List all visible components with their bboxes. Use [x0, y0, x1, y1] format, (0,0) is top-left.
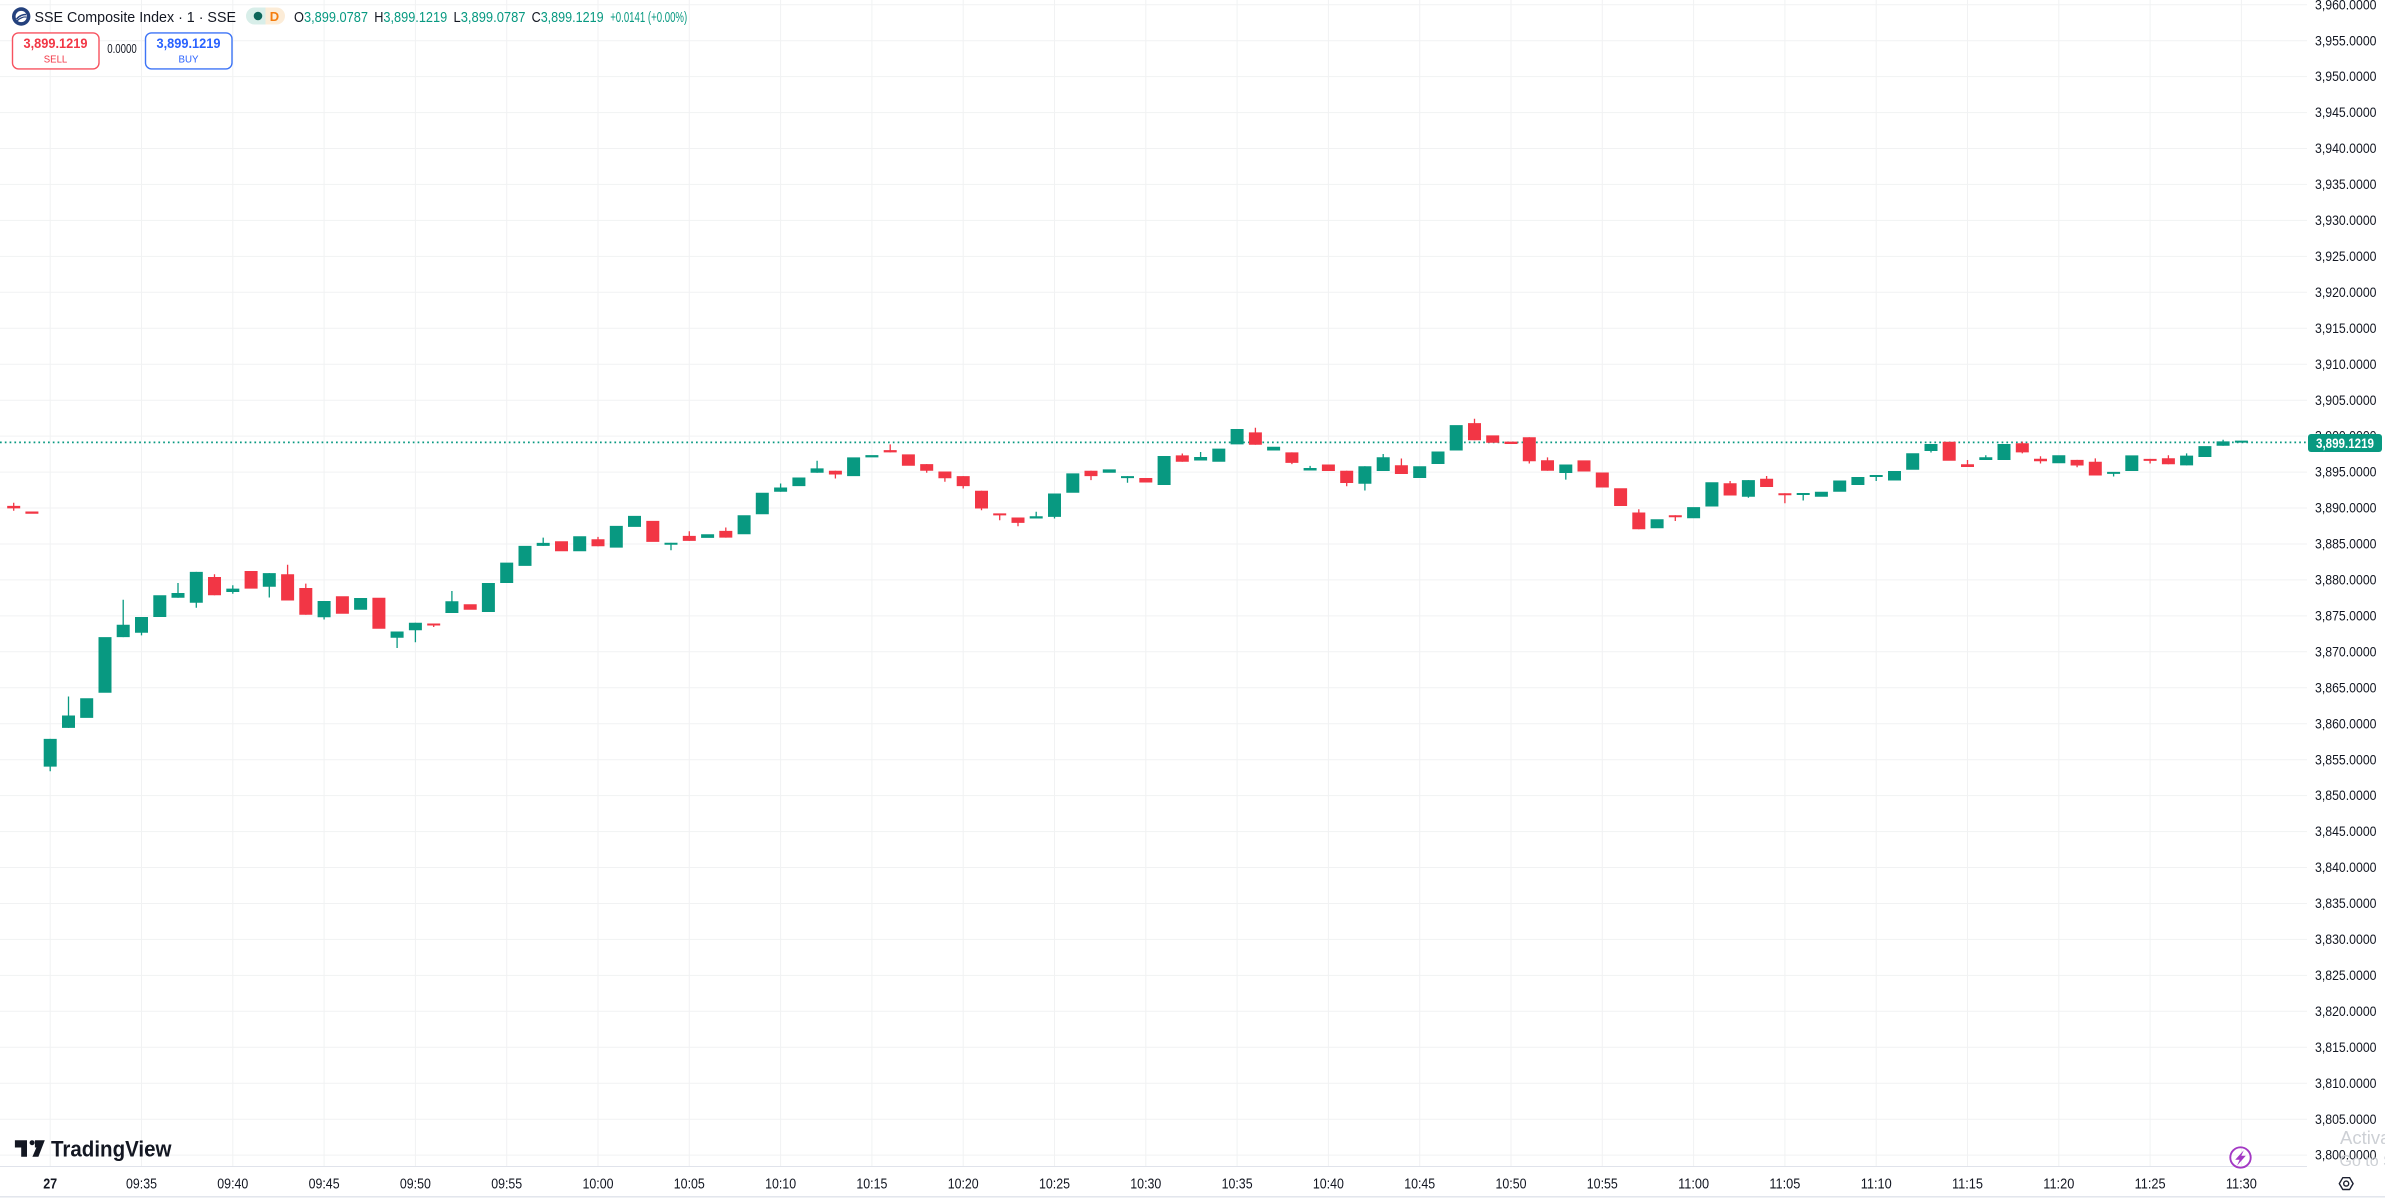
svg-text:3,895.0000: 3,895.0000 [2315, 464, 2377, 480]
svg-text:3,800.0000: 3,800.0000 [2315, 1147, 2377, 1163]
svg-text:3,899.1219: 3,899.1219 [24, 35, 88, 51]
svg-text:3,820.0000: 3,820.0000 [2315, 1003, 2377, 1019]
svg-text:Go to Se: Go to Se [2340, 1153, 2385, 1170]
svg-text:10:20: 10:20 [948, 1177, 979, 1193]
svg-text:3,810.0000: 3,810.0000 [2315, 1075, 2377, 1091]
svg-text:3,950.0000: 3,950.0000 [2315, 68, 2377, 84]
svg-text:3,835.0000: 3,835.0000 [2315, 895, 2377, 911]
svg-text:3,930.0000: 3,930.0000 [2315, 212, 2377, 228]
svg-text:3,805.0000: 3,805.0000 [2315, 1111, 2377, 1127]
svg-text:10:05: 10:05 [674, 1177, 705, 1193]
svg-text:27: 27 [43, 1177, 57, 1193]
svg-text:3,960.0000: 3,960.0000 [2315, 0, 2377, 12]
svg-text:3,935.0000: 3,935.0000 [2315, 176, 2377, 192]
svg-text:3,875.0000: 3,875.0000 [2315, 608, 2377, 624]
svg-text:+0.0141 (+0.00%): +0.0141 (+0.00%) [610, 10, 687, 26]
svg-text:11:25: 11:25 [2135, 1177, 2166, 1193]
svg-text:11:30: 11:30 [2226, 1177, 2257, 1193]
svg-text:3,925.0000: 3,925.0000 [2315, 248, 2377, 264]
svg-text:D: D [270, 9, 279, 24]
svg-text:3,915.0000: 3,915.0000 [2315, 320, 2377, 336]
svg-text:3,840.0000: 3,840.0000 [2315, 859, 2377, 875]
svg-text:3,855.0000: 3,855.0000 [2315, 751, 2377, 767]
svg-text:10:40: 10:40 [1313, 1177, 1344, 1193]
svg-text:11:20: 11:20 [2043, 1177, 2074, 1193]
svg-text:3,880.0000: 3,880.0000 [2315, 572, 2377, 588]
svg-text:O3,899.0787: O3,899.0787 [294, 10, 368, 26]
svg-text:3,910.0000: 3,910.0000 [2315, 356, 2377, 372]
svg-text:3,830.0000: 3,830.0000 [2315, 931, 2377, 947]
svg-text:H3,899.1219: H3,899.1219 [374, 10, 447, 26]
svg-text:09:40: 09:40 [217, 1177, 248, 1193]
svg-text:09:45: 09:45 [309, 1177, 340, 1193]
svg-text:3,815.0000: 3,815.0000 [2315, 1039, 2377, 1055]
svg-text:10:30: 10:30 [1130, 1177, 1161, 1193]
svg-text:3,899.1219: 3,899.1219 [2316, 436, 2374, 451]
svg-text:3,860.0000: 3,860.0000 [2315, 715, 2377, 731]
svg-text:09:35: 09:35 [126, 1177, 157, 1193]
svg-text:10:10: 10:10 [765, 1177, 796, 1193]
svg-text:10:50: 10:50 [1496, 1177, 1527, 1193]
svg-text:3,940.0000: 3,940.0000 [2315, 140, 2377, 156]
svg-text:11:10: 11:10 [1861, 1177, 1892, 1193]
svg-text:C3,899.1219: C3,899.1219 [532, 10, 604, 26]
svg-text:10:15: 10:15 [856, 1177, 887, 1193]
svg-text:TradingView: TradingView [51, 1137, 172, 1162]
svg-text:3,945.0000: 3,945.0000 [2315, 104, 2377, 120]
svg-text:3,890.0000: 3,890.0000 [2315, 500, 2377, 516]
svg-text:09:55: 09:55 [491, 1177, 522, 1193]
svg-text:3,845.0000: 3,845.0000 [2315, 823, 2377, 839]
svg-text:BUY: BUY [179, 54, 199, 66]
svg-text:3,885.0000: 3,885.0000 [2315, 536, 2377, 552]
svg-text:SELL: SELL [44, 54, 68, 66]
svg-text:3,899.1219: 3,899.1219 [157, 35, 221, 51]
svg-text:3,955.0000: 3,955.0000 [2315, 32, 2377, 48]
svg-text:11:05: 11:05 [1769, 1177, 1800, 1193]
svg-text:10:25: 10:25 [1039, 1177, 1070, 1193]
svg-text:Activate: Activate [2340, 1127, 2385, 1148]
svg-text:11:00: 11:00 [1678, 1177, 1709, 1193]
svg-text:10:45: 10:45 [1404, 1177, 1435, 1193]
svg-text:09:50: 09:50 [400, 1177, 431, 1193]
svg-text:10:35: 10:35 [1222, 1177, 1253, 1193]
svg-text:3,825.0000: 3,825.0000 [2315, 967, 2377, 983]
svg-text:L3,899.0787: L3,899.0787 [454, 10, 526, 26]
svg-text:11:15: 11:15 [1952, 1177, 1983, 1193]
svg-text:SSE Composite Index · 1 · SSE: SSE Composite Index · 1 · SSE [35, 9, 237, 26]
svg-text:3,905.0000: 3,905.0000 [2315, 392, 2377, 408]
svg-text:3,920.0000: 3,920.0000 [2315, 284, 2377, 300]
svg-text:10:00: 10:00 [583, 1177, 614, 1193]
svg-text:3,870.0000: 3,870.0000 [2315, 643, 2377, 659]
svg-text:3,850.0000: 3,850.0000 [2315, 787, 2377, 803]
svg-text:3,865.0000: 3,865.0000 [2315, 679, 2377, 695]
svg-text:10:55: 10:55 [1587, 1177, 1618, 1193]
svg-text:0.0000: 0.0000 [107, 42, 137, 56]
